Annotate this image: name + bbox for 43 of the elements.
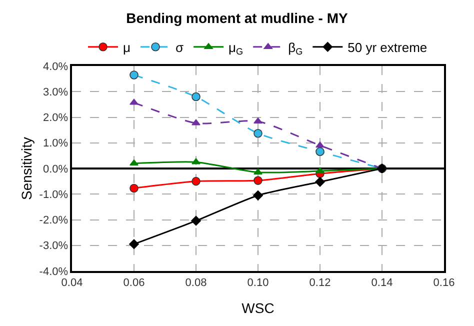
x-tick-label: 0.08 xyxy=(185,276,207,289)
x-tick-label: 0.12 xyxy=(309,276,331,289)
point xyxy=(130,159,138,166)
point xyxy=(253,190,263,200)
legend-label: σ xyxy=(176,40,184,55)
point xyxy=(191,216,201,226)
x-tick-label: 0.10 xyxy=(247,276,269,289)
y-tick-label: -3.0% xyxy=(39,240,68,252)
y-tick-label: 1.0% xyxy=(42,138,68,150)
y-tick-label: 3.0% xyxy=(42,86,68,98)
point xyxy=(130,184,138,193)
x-tick-label: 0.06 xyxy=(123,276,145,289)
point xyxy=(254,176,262,185)
y-tick-label: -4.0% xyxy=(39,266,68,278)
chart-title: Bending moment at mudline - MY xyxy=(126,10,348,26)
x-axis-title: WSC xyxy=(242,300,274,316)
legend-label: β$_{G}$ xyxy=(288,40,303,57)
y-tick-label: -2.0% xyxy=(39,214,68,227)
point xyxy=(316,167,324,174)
point xyxy=(254,168,262,174)
point xyxy=(254,128,262,138)
legend-label: 50 yr extreme xyxy=(348,40,428,55)
point xyxy=(316,142,324,148)
x-tick-label: 0.14 xyxy=(371,276,393,289)
y-tick-label: 2.0% xyxy=(42,112,68,124)
y-axis-title: Sensitivity xyxy=(18,136,34,200)
point xyxy=(192,119,200,126)
point xyxy=(315,176,325,187)
x-tick-label: 0.16 xyxy=(433,276,455,289)
point xyxy=(192,92,200,102)
point xyxy=(130,98,138,105)
y-tick-label: 4.0% xyxy=(42,60,68,73)
point xyxy=(192,176,200,186)
point xyxy=(130,70,138,80)
y-tick-label: -1.0% xyxy=(39,188,68,201)
x-tick-label: 0.04 xyxy=(61,276,83,289)
legend-label: μ$_{G}$ xyxy=(228,40,244,57)
point xyxy=(254,117,262,124)
y-tick-label: 0.0% xyxy=(42,163,68,176)
point xyxy=(192,158,200,164)
point xyxy=(316,147,324,156)
legend-label: μ xyxy=(123,40,130,55)
point xyxy=(129,239,139,250)
